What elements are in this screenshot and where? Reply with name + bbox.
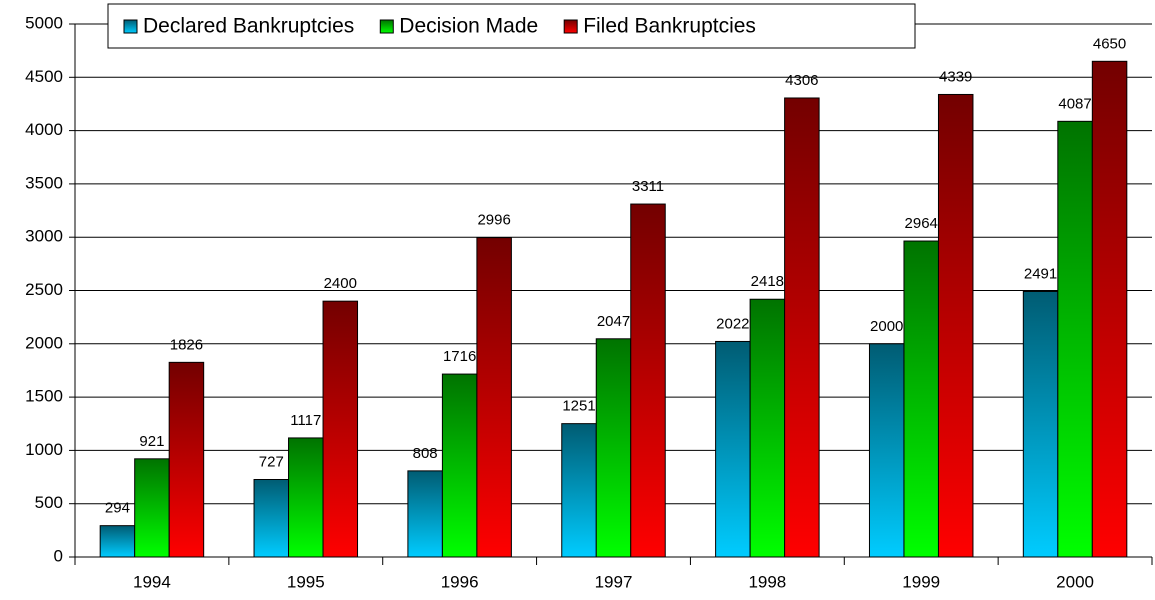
value-label: 1117 xyxy=(290,412,321,429)
value-label: 2491 xyxy=(1024,265,1057,282)
y-tick-label: 0 xyxy=(54,546,63,565)
bar xyxy=(715,340,751,558)
bar xyxy=(1091,60,1128,558)
value-label: 2022 xyxy=(716,315,749,332)
value-label: 2964 xyxy=(905,215,938,232)
x-tick-label: 1997 xyxy=(595,572,633,591)
bar xyxy=(749,298,786,558)
bar xyxy=(1057,120,1093,558)
bar xyxy=(1022,290,1059,558)
value-label: 2000 xyxy=(870,318,903,335)
value-label: 2400 xyxy=(324,275,357,292)
value-label: 921 xyxy=(139,433,164,450)
bar xyxy=(937,93,974,558)
value-label: 1251 xyxy=(562,398,595,415)
legend: Declared Bankruptcies Decision Made Filed … xyxy=(107,3,916,49)
value-label: 4650 xyxy=(1093,35,1126,52)
bar xyxy=(476,237,512,558)
bar xyxy=(168,361,205,558)
bar xyxy=(99,525,136,558)
bar xyxy=(595,338,632,558)
value-label: 1716 xyxy=(443,348,476,365)
y-tick-label: 3500 xyxy=(25,173,63,192)
bar xyxy=(253,479,290,558)
y-tick-label: 2500 xyxy=(25,280,63,299)
legend-swatch xyxy=(123,19,138,34)
y-tick-label: 1500 xyxy=(25,387,63,406)
value-label: 4087 xyxy=(1058,95,1091,112)
value-label: 808 xyxy=(413,445,438,462)
value-label: 2418 xyxy=(751,273,784,290)
x-tick-label: 1998 xyxy=(748,572,786,591)
bar xyxy=(903,240,939,558)
bar xyxy=(322,300,359,558)
y-tick-label: 5000 xyxy=(25,13,63,32)
value-label: 3311 xyxy=(632,178,664,195)
value-label: 727 xyxy=(259,453,284,470)
bar xyxy=(288,437,324,558)
y-tick-label: 2000 xyxy=(25,333,63,352)
bar xyxy=(407,470,443,558)
x-tick-label: 1995 xyxy=(287,572,325,591)
bar xyxy=(868,343,905,558)
legend-swatch xyxy=(563,19,578,34)
y-tick-label: 4500 xyxy=(25,67,63,86)
bar xyxy=(784,97,820,558)
value-label: 2047 xyxy=(597,313,630,330)
legend-label: Filed Bankruptcies xyxy=(583,15,756,38)
bar xyxy=(561,423,597,558)
bar xyxy=(441,373,478,558)
value-label: 294 xyxy=(105,500,130,517)
x-tick-label: 1999 xyxy=(902,572,940,591)
x-tick-label: 1994 xyxy=(133,572,171,591)
bar xyxy=(630,203,666,558)
x-tick-label: 1996 xyxy=(441,572,479,591)
value-label: 4306 xyxy=(785,72,818,89)
y-tick-label: 500 xyxy=(35,493,63,512)
legend-label: Declared Bankruptcies xyxy=(143,15,354,38)
value-label: 1826 xyxy=(170,336,203,353)
legend-swatch xyxy=(379,19,394,34)
legend-label: Decision Made xyxy=(399,15,538,38)
bar xyxy=(134,458,170,558)
y-tick-label: 3000 xyxy=(25,227,63,246)
value-label: 4339 xyxy=(939,68,972,85)
value-label: 2996 xyxy=(477,212,510,229)
x-tick-label: 2000 xyxy=(1056,572,1094,591)
legend-box xyxy=(107,3,916,49)
y-tick-label: 1000 xyxy=(25,440,63,459)
y-tick-label: 4000 xyxy=(25,120,63,139)
